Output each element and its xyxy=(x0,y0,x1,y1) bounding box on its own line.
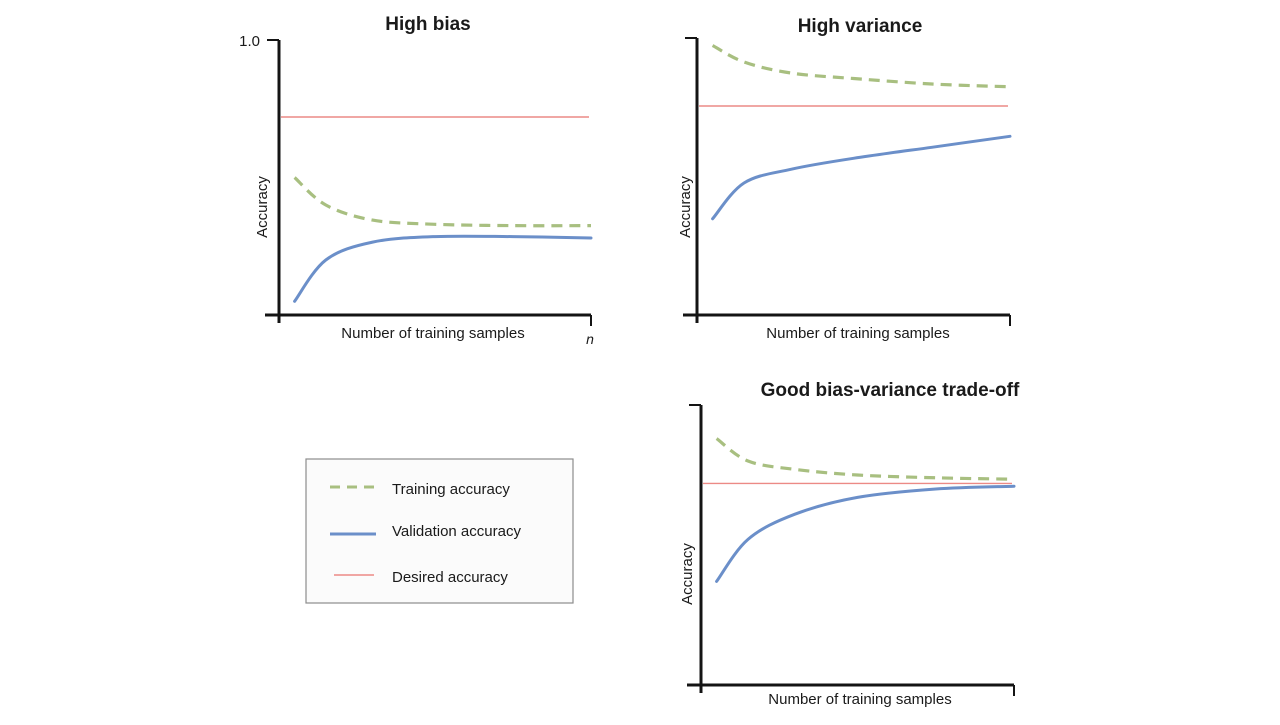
x-axis-end-label: n xyxy=(586,331,594,347)
y-axis-label: Accuracy xyxy=(677,176,694,238)
series-line-validation-accuracy xyxy=(711,134,1012,221)
series-line-validation-accuracy xyxy=(715,484,1016,583)
legend-label-desired: Desired accuracy xyxy=(392,569,508,586)
y-axis-label: Accuracy xyxy=(254,176,271,238)
series-line-training-accuracy xyxy=(711,44,1011,89)
x-axis-label: Number of training samples xyxy=(341,325,524,342)
panel-high-bias: High bias 1.0 Number of training samples… xyxy=(239,14,594,347)
y-axis-label: Accuracy xyxy=(679,543,696,605)
panel-good-trade-off: Good bias-variance trade-off Number of t… xyxy=(679,380,1020,708)
series-line-validation-accuracy xyxy=(293,234,593,303)
x-axis-label: Number of training samples xyxy=(766,325,949,342)
series-line-training-accuracy xyxy=(293,176,592,228)
legend-label-validation: Validation accuracy xyxy=(392,523,521,540)
legend-box xyxy=(305,458,574,604)
panel-title: Good bias-variance trade-off xyxy=(761,380,1020,401)
panel-title: High bias xyxy=(385,14,471,35)
panel-title: High variance xyxy=(798,16,923,37)
series-line-training-accuracy xyxy=(715,437,1015,481)
panel-high-variance: High variance Number of training samples… xyxy=(677,16,1012,342)
x-axis-label: Number of training samples xyxy=(768,691,951,708)
legend: Training accuracy Validation accuracy De… xyxy=(305,458,574,604)
legend-label-training: Training accuracy xyxy=(392,481,510,498)
y-tick-label: 1.0 xyxy=(239,33,260,50)
